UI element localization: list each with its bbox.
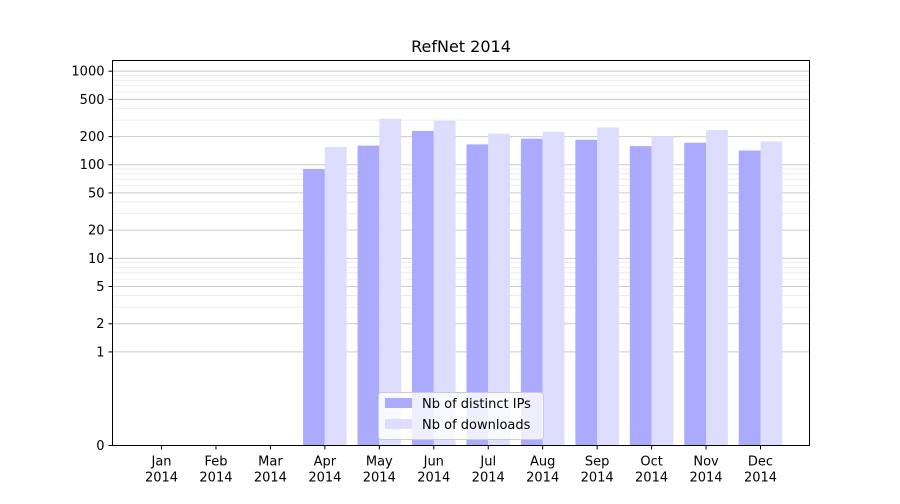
y-tick-label: 20 xyxy=(88,224,105,239)
bar-nb-of-downloads-dec-2014 xyxy=(760,141,783,446)
legend-swatch-distinct-ips xyxy=(385,398,412,408)
bar-nb-of-downloads-jun-2014 xyxy=(433,120,456,446)
x-tick-label: Mar 2014 xyxy=(254,455,287,486)
chart-title: RefNet 2014 xyxy=(411,37,511,56)
x-tick-label: May 2014 xyxy=(363,455,396,486)
x-tick-label: Feb 2014 xyxy=(199,455,232,486)
bar-nb-of-distinct-ips-dec-2014 xyxy=(738,150,761,446)
x-tick-label: Jul 2014 xyxy=(472,455,505,486)
y-tick-label: 0 xyxy=(96,439,104,454)
y-tick-label: 200 xyxy=(80,130,105,145)
tick-layer: 0 1 2 5 10 20 50 100 200 500 1000 Jan 2014 Feb 2014 Mar… xyxy=(71,65,777,486)
y-tick-label: 10 xyxy=(88,252,105,267)
bar-layer xyxy=(303,118,783,446)
y-tick-label: 5 xyxy=(96,280,104,295)
plot-frame xyxy=(112,60,810,446)
x-tick-label: Aug 2014 xyxy=(526,455,559,486)
x-tick-label: Jan 2014 xyxy=(145,455,178,486)
y-tick-label: 50 xyxy=(88,186,105,201)
bar-nb-of-distinct-ips-may-2014 xyxy=(357,145,380,446)
y-tick-label: 500 xyxy=(80,93,105,108)
legend-box xyxy=(378,392,544,440)
x-tick-label: Jun 2014 xyxy=(417,455,450,486)
x-tick-label: Dec 2014 xyxy=(744,455,777,486)
x-tick-label: Sep 2014 xyxy=(581,455,614,486)
bar-nb-of-distinct-ips-jun-2014 xyxy=(411,130,434,446)
bar-nb-of-downloads-may-2014 xyxy=(379,118,402,446)
y-tick-label: 1 xyxy=(96,345,104,360)
bar-nb-of-downloads-sep-2014 xyxy=(597,127,619,446)
legend-label-distinct-ips: Nb of distinct IPs xyxy=(422,397,531,412)
bar-nb-of-downloads-nov-2014 xyxy=(706,130,728,446)
legend-label-downloads: Nb of downloads xyxy=(422,418,531,433)
x-tick-label: Oct 2014 xyxy=(635,455,668,486)
legend-swatch-downloads xyxy=(385,419,412,429)
bar-nb-of-distinct-ips-nov-2014 xyxy=(684,142,707,446)
bar-nb-of-downloads-jul-2014 xyxy=(488,133,511,446)
bar-nb-of-distinct-ips-apr-2014 xyxy=(303,169,325,446)
bar-nb-of-downloads-aug-2014 xyxy=(542,131,565,446)
bar-nb-of-distinct-ips-jul-2014 xyxy=(466,144,489,446)
y-tick-label: 100 xyxy=(80,158,105,173)
bar-nb-of-distinct-ips-sep-2014 xyxy=(575,139,598,446)
bar-nb-of-distinct-ips-oct-2014 xyxy=(629,146,652,446)
y-tick-label: 2 xyxy=(96,317,104,332)
y-tick-label: 1000 xyxy=(71,65,104,80)
legend: Nb of distinct IPs Nb of downloads xyxy=(378,392,544,440)
x-tick-label: Apr 2014 xyxy=(308,455,341,486)
bar-nb-of-distinct-ips-aug-2014 xyxy=(520,138,543,446)
x-tick-label: Nov 2014 xyxy=(689,455,722,486)
bar-nb-of-downloads-apr-2014 xyxy=(324,146,347,446)
bar-nb-of-downloads-oct-2014 xyxy=(651,136,674,446)
